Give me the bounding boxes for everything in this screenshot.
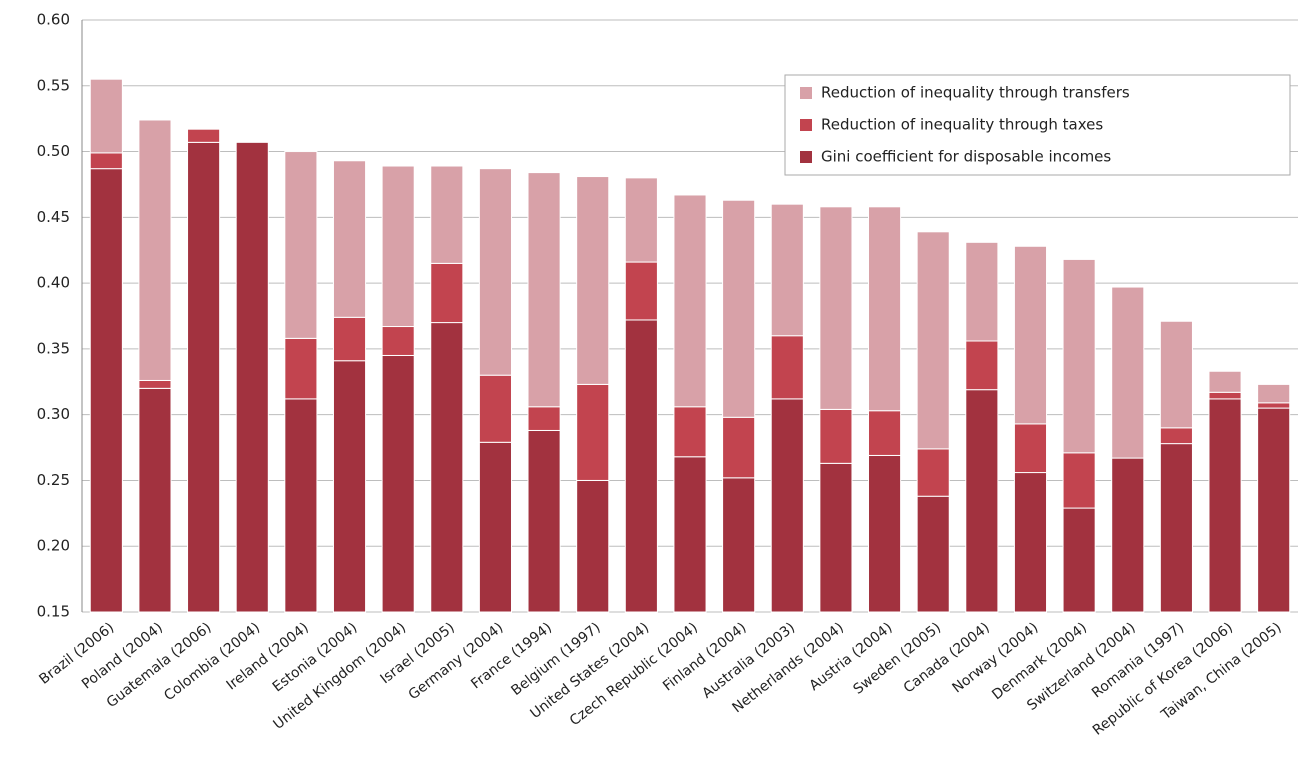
y-tick-label: 0.25: [37, 471, 70, 489]
y-tick-label: 0.50: [37, 142, 70, 160]
bar-segment: [1257, 407, 1291, 613]
bar-segment: [332, 316, 367, 362]
bar-segment: [1257, 402, 1291, 409]
y-tick-label: 0.60: [37, 11, 70, 29]
bar-segment: [430, 262, 464, 324]
bar-segment: [1159, 320, 1193, 429]
bar-segment: [916, 448, 950, 497]
y-tick-label: 0.20: [37, 537, 70, 555]
y-tick-label: 0.35: [37, 339, 70, 357]
y-tick-label: 0.55: [37, 76, 70, 94]
bar-segment: [1013, 472, 1048, 613]
bar-segment: [138, 387, 172, 613]
bar-segment: [965, 389, 999, 613]
x-tick-label: Canada (2004): [901, 620, 993, 697]
x-tick-label: Sweden (2005): [850, 620, 944, 698]
bar-segment: [187, 141, 221, 613]
bar-segment: [673, 194, 707, 408]
bar-segment: [527, 172, 561, 408]
bar-segment: [624, 261, 658, 321]
bar-segment: [624, 177, 658, 263]
bar-segment: [576, 383, 610, 481]
bar-segment: [1159, 427, 1193, 445]
bar-segment: [965, 241, 999, 342]
legend-label: Reduction of inequality through taxes: [821, 116, 1103, 134]
bar-segment: [284, 337, 318, 400]
bar-segment: [138, 379, 172, 389]
bar-segment: [722, 477, 756, 613]
x-tick-label: Ireland (2004): [224, 620, 312, 694]
bar-segment: [332, 160, 367, 318]
bar-segment: [624, 319, 658, 613]
bar-segment: [430, 322, 464, 613]
bar-segment: [1111, 457, 1145, 613]
bar-segment: [576, 479, 610, 613]
y-tick-label: 0.40: [37, 274, 70, 292]
bar-segment: [89, 78, 123, 154]
x-tick-label: Estonia (2004): [270, 620, 361, 696]
bar-segment: [1111, 286, 1145, 459]
bar-segment: [819, 206, 853, 410]
bar-segment: [478, 168, 512, 376]
legend-swatch: [800, 151, 812, 163]
bar-segment: [430, 165, 464, 264]
legend-label: Reduction of inequality through transfer…: [821, 84, 1130, 102]
bar-segment: [381, 326, 415, 356]
bar-segment: [916, 495, 950, 613]
bar-segment: [381, 354, 415, 613]
bar-segment: [770, 203, 804, 337]
bar-segment: [235, 141, 269, 613]
bar-segment: [722, 416, 756, 479]
bar-segment: [478, 374, 512, 443]
bar-segment: [187, 128, 221, 143]
x-tick-label: Finland (2004): [660, 620, 749, 695]
legend-swatch: [800, 87, 812, 99]
bar-segment: [1159, 443, 1193, 613]
bar-segment: [576, 176, 610, 385]
bar-segment: [1062, 258, 1096, 454]
legend-label: Gini coefficient for disposable incomes: [821, 148, 1111, 166]
bar-segment: [673, 406, 707, 458]
bar-segment: [332, 360, 367, 613]
bar-segment: [1062, 452, 1096, 509]
bar-segment: [722, 199, 756, 418]
y-tick-label: 0.30: [37, 405, 70, 423]
bar-segment: [1208, 398, 1242, 613]
legend-box: [784, 74, 1291, 176]
y-tick-label: 0.15: [37, 603, 70, 621]
bar-segment: [381, 165, 415, 328]
bar-segment: [89, 152, 123, 170]
bar-segment: [1013, 245, 1048, 425]
y-tick-label: 0.45: [37, 208, 70, 226]
bar-segment: [1062, 507, 1096, 613]
bar-segment: [868, 410, 902, 456]
bar-segment: [527, 406, 561, 431]
bar-segment: [770, 398, 804, 613]
bar-segment: [89, 168, 123, 613]
bar-segment: [868, 454, 902, 613]
bar-segment: [1208, 370, 1242, 393]
legend-swatch: [800, 119, 812, 131]
bar-segment: [138, 119, 172, 381]
bar-segment: [819, 462, 853, 613]
bar-segment: [1208, 391, 1242, 400]
bar-segment: [1013, 423, 1048, 474]
bar-segment: [770, 335, 804, 400]
bar-segment: [284, 398, 318, 613]
bar-segment: [478, 441, 512, 613]
bar-segment: [965, 340, 999, 391]
bar-segment: [916, 231, 950, 450]
bar-segment: [1257, 383, 1291, 404]
bar-segment: [868, 206, 902, 412]
x-tick-label: Austria (2004): [806, 620, 895, 694]
bar-segment: [673, 456, 707, 613]
bar-segment: [527, 429, 561, 613]
bar-segment: [284, 151, 318, 339]
bar-segment: [819, 408, 853, 464]
